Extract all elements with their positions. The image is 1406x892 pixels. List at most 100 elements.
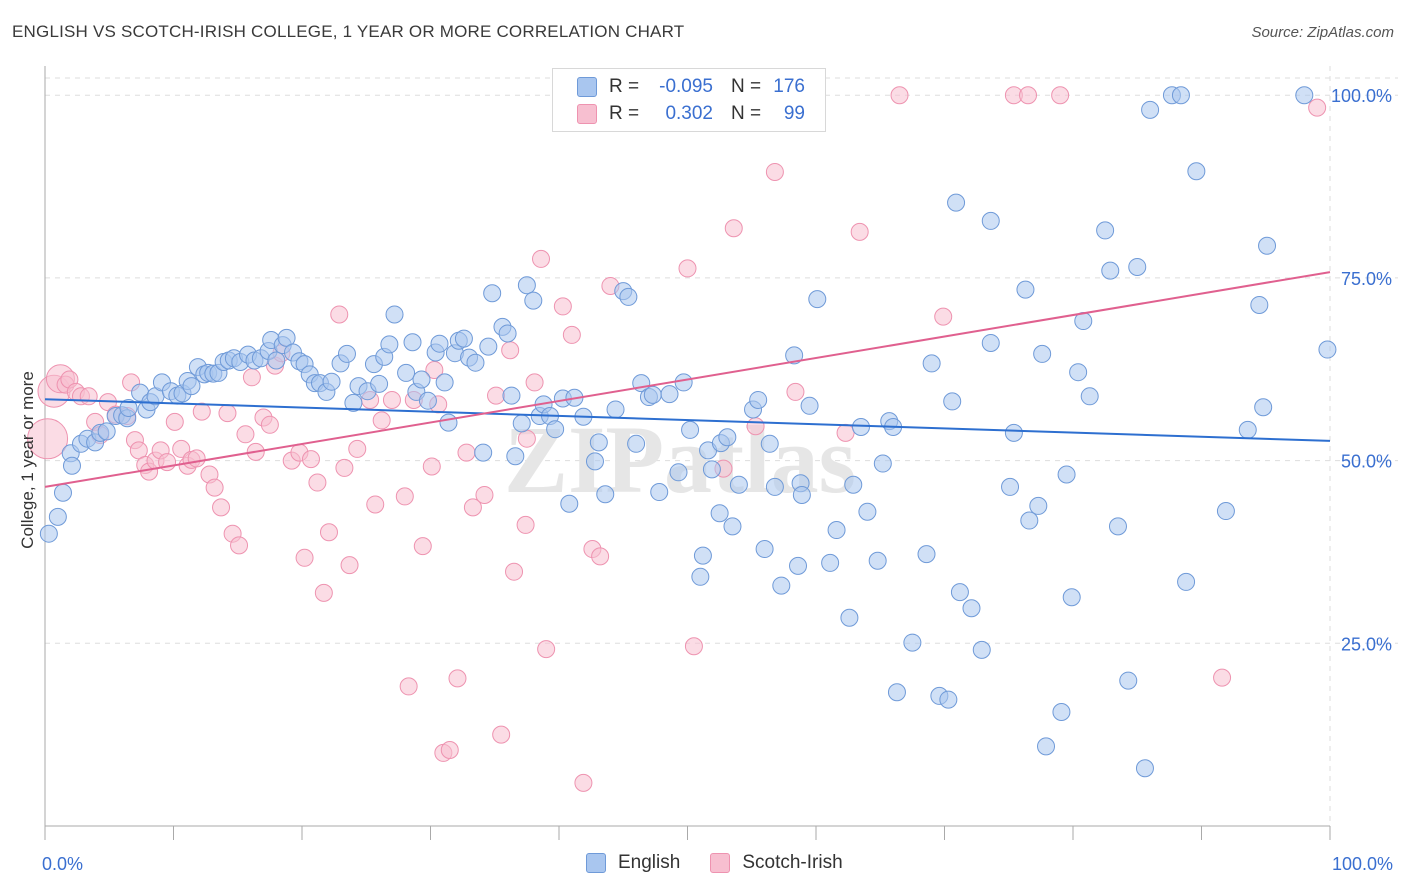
english-point: [1108, 517, 1127, 536]
english-point: [821, 553, 840, 572]
r-label: R =: [609, 76, 640, 97]
english-point: [1020, 511, 1039, 530]
english-point: [917, 545, 936, 564]
english-point: [868, 551, 887, 570]
english-point: [1254, 398, 1273, 417]
english-point: [1004, 423, 1023, 442]
english-point: [1318, 340, 1337, 359]
english-point: [1029, 496, 1048, 515]
legend-item-scotch-irish[interactable]: Scotch-Irish: [710, 852, 843, 874]
scotch-irish-point: [372, 411, 391, 430]
english-point: [502, 386, 521, 405]
scotch-irish-point: [440, 741, 459, 759]
english-point: [808, 290, 827, 309]
trend-lines: [44, 271, 1331, 488]
scotch-irish-point: [212, 498, 231, 517]
english-point: [380, 335, 399, 354]
english-point: [789, 556, 808, 575]
scotch-irish-point: [27, 418, 69, 460]
english-point: [1171, 86, 1190, 105]
english-point: [1052, 703, 1071, 721]
scotch-irish-point: [786, 382, 805, 401]
legend-item-english[interactable]: English: [586, 852, 680, 874]
scotch-irish-point: [165, 412, 184, 431]
scotch-irish-point: [553, 297, 572, 316]
english-point: [755, 540, 774, 559]
english-points: [39, 86, 1337, 778]
scotch-irish-point: [463, 498, 482, 517]
legend-label-scotch-irish: Scotch-Irish: [742, 852, 843, 873]
y-axis-label: College, 1 year or more: [18, 371, 37, 549]
english-point: [765, 477, 784, 496]
y-tick-label: 50.0%: [1341, 452, 1392, 472]
english-point: [681, 420, 700, 439]
english-point: [322, 372, 341, 391]
english-point: [627, 434, 646, 453]
y-tick-label: 100.0%: [1331, 86, 1392, 106]
scotch-irish-point: [678, 259, 697, 278]
scotch-irish-point: [850, 222, 869, 241]
english-swatch: [586, 853, 606, 873]
english-point: [344, 393, 363, 412]
scotch-irish-point: [836, 423, 855, 442]
english-point: [560, 494, 579, 513]
axes: [44, 66, 1331, 840]
english-point: [1119, 671, 1138, 690]
english-point: [397, 363, 416, 382]
scotch-irish-point: [724, 219, 743, 238]
english-point: [1033, 344, 1052, 363]
scotch-irish-point: [475, 485, 494, 504]
scotch-irish-point: [301, 450, 320, 469]
scotch-irish-point: [395, 487, 414, 506]
english-point: [772, 576, 791, 595]
english-point: [62, 456, 81, 475]
english-point: [506, 447, 525, 466]
scotch-irish-point: [501, 341, 520, 360]
english-point: [939, 690, 958, 709]
english-point: [972, 640, 991, 659]
correlation-legend: R = -0.095 N = 176 R = 0.302 N = 99: [552, 68, 826, 132]
scotch-irish-point: [746, 417, 765, 436]
english-point: [589, 433, 608, 452]
english-point: [887, 683, 906, 702]
english-point: [674, 373, 693, 392]
x-tick-label: 100.0%: [1332, 854, 1393, 874]
scotch-irish-point: [348, 439, 367, 458]
scotch-irish-point: [562, 325, 581, 344]
english-point: [660, 385, 679, 404]
english-point: [182, 377, 201, 396]
english-point: [1238, 420, 1257, 439]
scotch-irish-point: [525, 373, 544, 392]
scotch-irish-point: [314, 583, 333, 602]
n-value-english: 176: [773, 76, 805, 97]
scotch-irish-point: [537, 640, 556, 659]
english-point: [1057, 465, 1076, 484]
english-point: [435, 373, 454, 392]
scotch-irish-point: [340, 556, 359, 575]
scotch-irish-point: [192, 402, 211, 421]
scotch-irish-point: [399, 677, 418, 696]
english-point: [962, 599, 981, 618]
english-point: [844, 475, 863, 494]
english-point: [483, 284, 502, 303]
english-point: [474, 443, 493, 462]
english-point: [1062, 588, 1081, 607]
y-tick-label: 75.0%: [1341, 269, 1392, 289]
legend-row-english: R = -0.095 N = 176: [577, 74, 805, 100]
english-point: [454, 329, 473, 348]
n-label: N =: [731, 103, 762, 124]
scotch-irish-point: [684, 637, 703, 656]
english-point: [619, 287, 638, 306]
scotch-irish-point: [492, 725, 511, 744]
english-point: [785, 346, 804, 365]
english-swatch: [577, 77, 597, 97]
english-point: [650, 483, 669, 502]
scotch-irish-point: [425, 361, 444, 379]
english-point: [53, 483, 72, 502]
english-point: [596, 485, 615, 504]
english-point: [873, 454, 892, 473]
english-point: [1295, 86, 1314, 105]
chart-title: ENGLISH VS SCOTCH-IRISH COLLEGE, 1 YEAR …: [12, 22, 685, 41]
english-point: [749, 390, 768, 409]
